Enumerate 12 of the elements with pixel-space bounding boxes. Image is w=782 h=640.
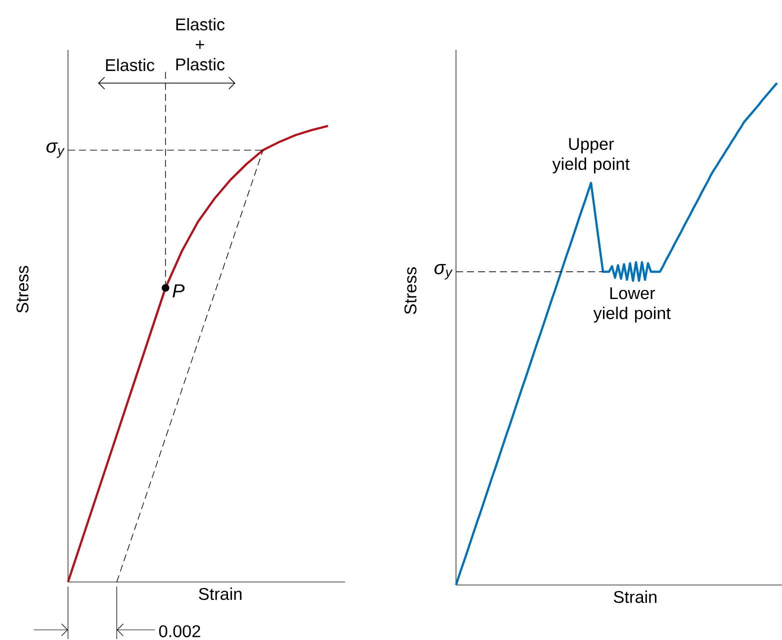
ref-line-label: σ$_{y}$ xyxy=(434,264,453,280)
annotation: Lower yield point xyxy=(593,287,671,323)
text: 0.002 xyxy=(159,625,200,638)
y-axis-title: Stress xyxy=(404,267,416,314)
annotation: Upper yield point xyxy=(552,138,630,174)
y-axis-title: Stress xyxy=(16,266,28,313)
text: Elastic xyxy=(106,58,154,72)
x-axis-title: Strain xyxy=(198,588,242,600)
text: Elastic + Plastic xyxy=(176,18,225,70)
ref-line-label: σ$_{y}$ xyxy=(46,142,65,158)
x-axis-title: Strain xyxy=(614,590,656,604)
annotation: P xyxy=(172,284,185,298)
